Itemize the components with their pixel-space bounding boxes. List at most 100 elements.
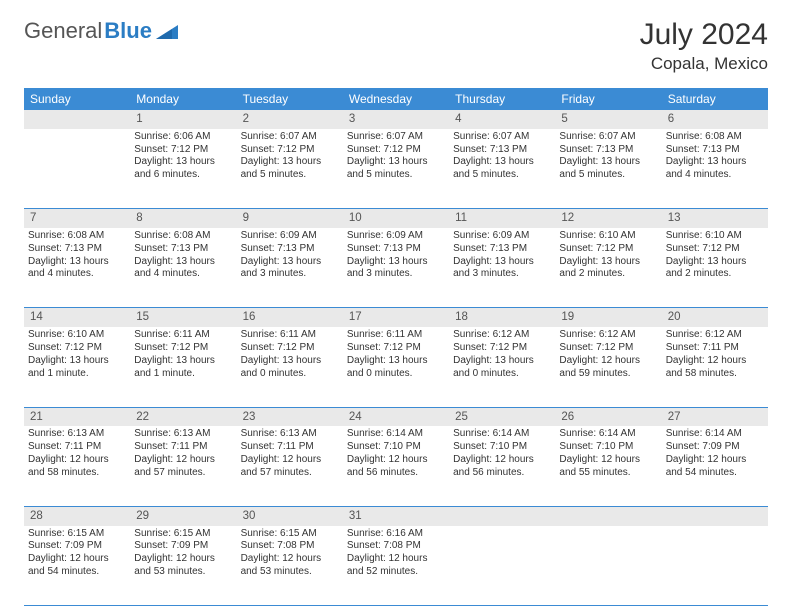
- day-number: 17: [343, 308, 449, 327]
- day-cell: [555, 526, 661, 606]
- sunrise-text: Sunrise: 6:13 AM: [28, 428, 126, 441]
- page-header: General Blue July 2024 Copala, Mexico: [0, 0, 792, 82]
- day-number: 5: [555, 110, 661, 129]
- day-cell: Sunrise: 6:16 AMSunset: 7:08 PMDaylight:…: [343, 526, 449, 606]
- day-number: 23: [237, 407, 343, 426]
- sunrise-text: Sunrise: 6:13 AM: [134, 428, 232, 441]
- calendar-table: Sunday Monday Tuesday Wednesday Thursday…: [24, 88, 768, 606]
- day-cell: Sunrise: 6:15 AMSunset: 7:08 PMDaylight:…: [237, 526, 343, 606]
- sunrise-text: Sunrise: 6:07 AM: [241, 131, 339, 144]
- sunset-text: Sunset: 7:12 PM: [28, 342, 126, 355]
- day-cell: Sunrise: 6:12 AMSunset: 7:12 PMDaylight:…: [555, 327, 661, 407]
- day-number: [449, 506, 555, 525]
- day-number-row: 14151617181920: [24, 308, 768, 327]
- daylight-text: Daylight: 13 hours and 2 minutes.: [559, 256, 657, 282]
- day-content-row: Sunrise: 6:08 AMSunset: 7:13 PMDaylight:…: [24, 228, 768, 308]
- day-number: 25: [449, 407, 555, 426]
- day-cell: Sunrise: 6:13 AMSunset: 7:11 PMDaylight:…: [237, 426, 343, 506]
- sunrise-text: Sunrise: 6:06 AM: [134, 131, 232, 144]
- sunset-text: Sunset: 7:08 PM: [347, 540, 445, 553]
- sunrise-text: Sunrise: 6:09 AM: [241, 230, 339, 243]
- sunset-text: Sunset: 7:13 PM: [134, 243, 232, 256]
- day-cell: [24, 129, 130, 209]
- day-content-row: Sunrise: 6:15 AMSunset: 7:09 PMDaylight:…: [24, 526, 768, 606]
- day-cell: Sunrise: 6:08 AMSunset: 7:13 PMDaylight:…: [24, 228, 130, 308]
- sunrise-text: Sunrise: 6:15 AM: [134, 528, 232, 541]
- day-cell: Sunrise: 6:14 AMSunset: 7:10 PMDaylight:…: [555, 426, 661, 506]
- sunset-text: Sunset: 7:10 PM: [559, 441, 657, 454]
- day-number-row: 78910111213: [24, 209, 768, 228]
- daylight-text: Daylight: 12 hours and 54 minutes.: [28, 553, 126, 579]
- day-cell: Sunrise: 6:11 AMSunset: 7:12 PMDaylight:…: [343, 327, 449, 407]
- day-number: 16: [237, 308, 343, 327]
- day-cell: Sunrise: 6:15 AMSunset: 7:09 PMDaylight:…: [130, 526, 236, 606]
- day-number: 12: [555, 209, 661, 228]
- sunrise-text: Sunrise: 6:16 AM: [347, 528, 445, 541]
- day-cell: Sunrise: 6:14 AMSunset: 7:10 PMDaylight:…: [449, 426, 555, 506]
- sunset-text: Sunset: 7:13 PM: [453, 144, 551, 157]
- sunrise-text: Sunrise: 6:14 AM: [347, 428, 445, 441]
- sunset-text: Sunset: 7:12 PM: [134, 144, 232, 157]
- daylight-text: Daylight: 12 hours and 58 minutes.: [28, 454, 126, 480]
- sunset-text: Sunset: 7:13 PM: [28, 243, 126, 256]
- sunrise-text: Sunrise: 6:10 AM: [666, 230, 764, 243]
- sunset-text: Sunset: 7:12 PM: [134, 342, 232, 355]
- sunset-text: Sunset: 7:09 PM: [28, 540, 126, 553]
- day-cell: Sunrise: 6:07 AMSunset: 7:13 PMDaylight:…: [449, 129, 555, 209]
- daylight-text: Daylight: 12 hours and 52 minutes.: [347, 553, 445, 579]
- day-number: 20: [662, 308, 768, 327]
- day-number: 8: [130, 209, 236, 228]
- sunset-text: Sunset: 7:12 PM: [666, 243, 764, 256]
- sunset-text: Sunset: 7:12 PM: [559, 342, 657, 355]
- sunrise-text: Sunrise: 6:07 AM: [453, 131, 551, 144]
- day-number: [555, 506, 661, 525]
- daylight-text: Daylight: 13 hours and 1 minute.: [28, 355, 126, 381]
- day-header: Monday: [130, 88, 236, 110]
- day-number: 27: [662, 407, 768, 426]
- daylight-text: Daylight: 13 hours and 6 minutes.: [134, 156, 232, 182]
- sunrise-text: Sunrise: 6:15 AM: [28, 528, 126, 541]
- sunset-text: Sunset: 7:12 PM: [453, 342, 551, 355]
- daylight-text: Daylight: 13 hours and 4 minutes.: [134, 256, 232, 282]
- daylight-text: Daylight: 12 hours and 53 minutes.: [134, 553, 232, 579]
- day-number: 24: [343, 407, 449, 426]
- sunrise-text: Sunrise: 6:14 AM: [453, 428, 551, 441]
- sunset-text: Sunset: 7:12 PM: [347, 342, 445, 355]
- day-cell: Sunrise: 6:12 AMSunset: 7:12 PMDaylight:…: [449, 327, 555, 407]
- day-number: 4: [449, 110, 555, 129]
- day-cell: Sunrise: 6:08 AMSunset: 7:13 PMDaylight:…: [130, 228, 236, 308]
- day-number: 14: [24, 308, 130, 327]
- day-cell: [662, 526, 768, 606]
- location-label: Copala, Mexico: [640, 54, 768, 74]
- sunrise-text: Sunrise: 6:11 AM: [241, 329, 339, 342]
- sunset-text: Sunset: 7:09 PM: [666, 441, 764, 454]
- day-header: Wednesday: [343, 88, 449, 110]
- day-number: [24, 110, 130, 129]
- daylight-text: Daylight: 13 hours and 5 minutes.: [453, 156, 551, 182]
- day-header: Friday: [555, 88, 661, 110]
- sunrise-text: Sunrise: 6:10 AM: [28, 329, 126, 342]
- day-cell: Sunrise: 6:10 AMSunset: 7:12 PMDaylight:…: [24, 327, 130, 407]
- day-cell: Sunrise: 6:14 AMSunset: 7:10 PMDaylight:…: [343, 426, 449, 506]
- sunset-text: Sunset: 7:13 PM: [241, 243, 339, 256]
- sunrise-text: Sunrise: 6:07 AM: [559, 131, 657, 144]
- sunset-text: Sunset: 7:12 PM: [559, 243, 657, 256]
- day-number: 2: [237, 110, 343, 129]
- day-number: 11: [449, 209, 555, 228]
- sunrise-text: Sunrise: 6:12 AM: [559, 329, 657, 342]
- day-cell: Sunrise: 6:10 AMSunset: 7:12 PMDaylight:…: [662, 228, 768, 308]
- logo: General Blue: [24, 18, 178, 44]
- day-cell: Sunrise: 6:06 AMSunset: 7:12 PMDaylight:…: [130, 129, 236, 209]
- day-number: 1: [130, 110, 236, 129]
- daylight-text: Daylight: 12 hours and 57 minutes.: [134, 454, 232, 480]
- sunrise-text: Sunrise: 6:08 AM: [666, 131, 764, 144]
- daylight-text: Daylight: 12 hours and 56 minutes.: [453, 454, 551, 480]
- day-cell: Sunrise: 6:09 AMSunset: 7:13 PMDaylight:…: [237, 228, 343, 308]
- sunset-text: Sunset: 7:12 PM: [241, 144, 339, 157]
- day-header: Sunday: [24, 88, 130, 110]
- daylight-text: Daylight: 13 hours and 0 minutes.: [347, 355, 445, 381]
- sunset-text: Sunset: 7:08 PM: [241, 540, 339, 553]
- daylight-text: Daylight: 13 hours and 0 minutes.: [453, 355, 551, 381]
- day-number: 30: [237, 506, 343, 525]
- day-cell: Sunrise: 6:12 AMSunset: 7:11 PMDaylight:…: [662, 327, 768, 407]
